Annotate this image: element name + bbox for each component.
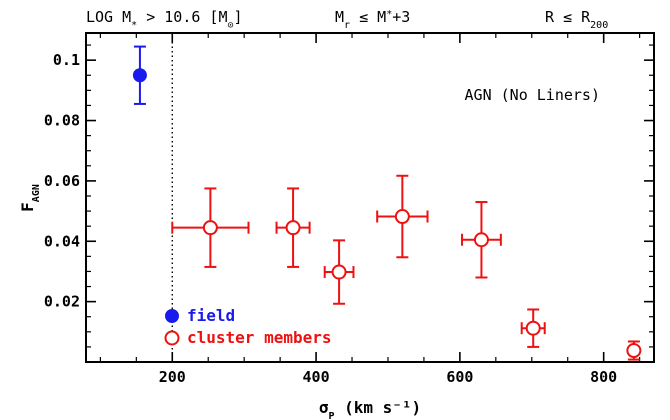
series-cluster-members (171, 174, 642, 361)
data-point (394, 209, 410, 225)
x-tick-label: 200 (159, 368, 186, 386)
data-point (473, 232, 489, 248)
data-point (525, 320, 541, 336)
x-axis-label: σP (km s⁻¹) (319, 398, 421, 420)
y-tick-label: 0.04 (44, 232, 80, 250)
legend-marker (165, 309, 179, 323)
header: LOG M* > 10.6 [M⊙] Mr ≤ M*+3 R ≤ R200 (86, 8, 608, 31)
y-tick-label: 0.06 (44, 172, 80, 190)
data-marks (132, 45, 642, 361)
y-tick-label: 0.1 (53, 51, 80, 69)
data-point (331, 264, 347, 280)
legend-label: field (187, 306, 235, 325)
legend-marker (164, 330, 180, 346)
data-point (285, 220, 301, 236)
legend: field cluster members (164, 306, 332, 347)
series-field (132, 45, 147, 105)
chart-annotation: AGN (No Liners) (465, 86, 600, 104)
data-point (202, 220, 218, 236)
x-tick-label: 800 (590, 368, 617, 386)
header-right: R ≤ R200 (545, 8, 608, 31)
y-tick-label: 0.02 (44, 293, 80, 311)
y-axis-label: FAGN (18, 184, 42, 212)
header-middle: Mr ≤ M*+3 (335, 8, 410, 31)
x-tick-label: 600 (446, 368, 473, 386)
data-point (626, 343, 642, 359)
y-tick-label: 0.08 (44, 112, 80, 130)
legend-label: cluster members (187, 328, 332, 347)
axis-ticks: 200 400 600 800 0.02 0.04 0.06 0.08 0.1 (44, 33, 654, 386)
plot-frame (85, 32, 655, 363)
x-tick-label: 400 (303, 368, 330, 386)
header-left: LOG M* > 10.6 [M⊙] (86, 8, 243, 31)
data-point (132, 68, 147, 83)
